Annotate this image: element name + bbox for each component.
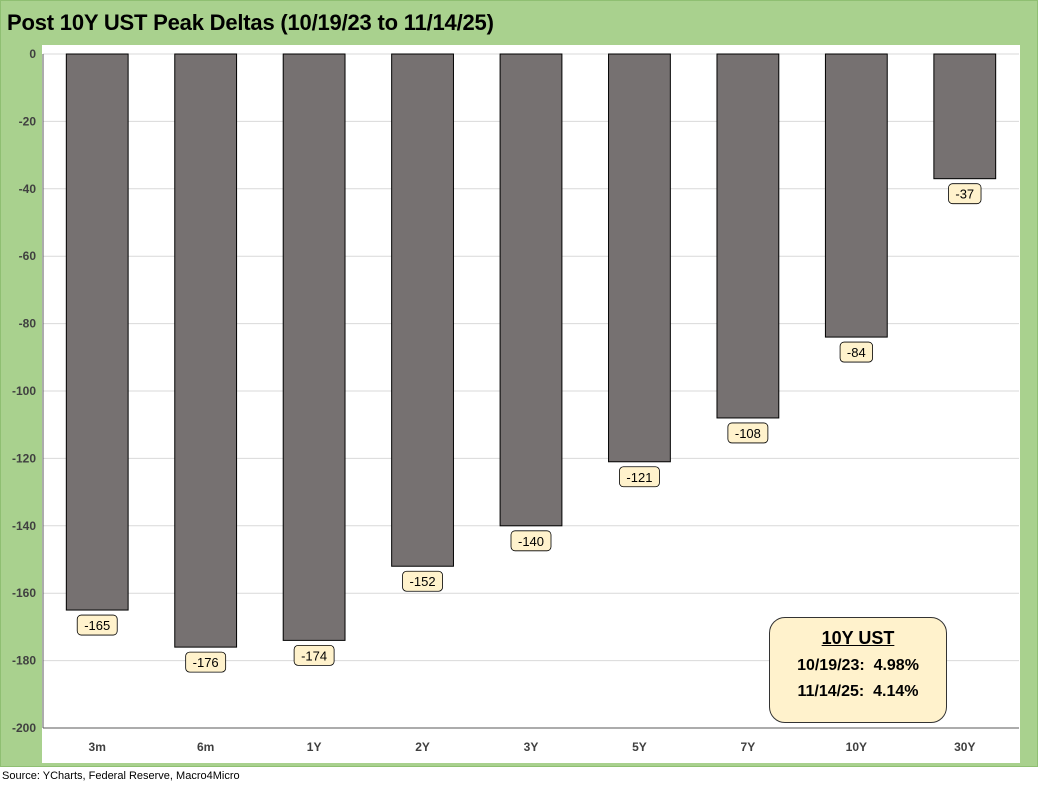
y-tick-label: -180 [12, 654, 36, 668]
x-tick-label: 6m [197, 740, 214, 754]
data-label-box [185, 651, 227, 673]
y-tick-label: -100 [12, 384, 36, 398]
info-box-line-2: 11/14/25: 4.14% [797, 683, 919, 700]
y-tick-label: -160 [12, 586, 36, 600]
chart-title: Post 10Y UST Peak Deltas (10/19/23 to 11… [7, 10, 494, 35]
y-tick-label: -200 [12, 721, 36, 735]
x-tick-label: 10Y [846, 740, 867, 754]
data-label: -165 [84, 618, 110, 633]
y-tick-label: -120 [12, 451, 36, 465]
y-tick-label: -40 [19, 182, 37, 196]
source-note: Source: YCharts, Federal Reserve, Macro4… [2, 770, 240, 782]
x-tick-label: 2Y [415, 740, 430, 754]
info-box-title: 10Y UST [821, 628, 895, 648]
data-label-box [293, 644, 335, 666]
bar-6m [174, 53, 238, 648]
y-tick-label: -140 [12, 519, 36, 533]
bar-5y [608, 53, 671, 463]
data-label-box [948, 183, 982, 205]
info-box-line-1: 10/19/23: 4.98% [797, 657, 919, 674]
bar-3y [499, 53, 563, 527]
y-tick-label: 0 [29, 47, 36, 61]
x-tick-label: 30Y [954, 740, 975, 754]
data-label: -108 [735, 426, 761, 441]
y-tick-label: -60 [19, 249, 37, 263]
bar-2y [391, 53, 454, 567]
x-tick-label: 7Y [741, 740, 756, 754]
y-tick-labels: 0 -20 -40 -60 -80 -100 -120 -140 -160 -180 -200 [12, 47, 37, 735]
x-tick-label: 3m [89, 740, 106, 754]
data-label-box [402, 570, 443, 592]
data-label: -174 [301, 648, 327, 663]
data-label: -152 [410, 574, 436, 589]
data-label-box [619, 466, 660, 488]
x-tick-label: 5Y [632, 740, 647, 754]
bar-chart: -165 3m -176 6m -174 1Y -152 2Y -140 3Y -121 5Y -108… [42, 53, 1019, 754]
bar-7y [716, 53, 780, 419]
data-label-box [839, 341, 873, 363]
data-label: -176 [193, 655, 219, 670]
bar-30y [933, 53, 997, 180]
data-label: -140 [518, 534, 544, 549]
y-tick-label: -20 [19, 114, 37, 128]
bar-3m [65, 53, 129, 611]
data-label: -121 [626, 470, 652, 485]
x-tick-label: 1Y [307, 740, 322, 754]
data-label-box [727, 422, 769, 444]
data-label-box [510, 530, 552, 552]
data-label: -37 [955, 187, 974, 202]
data-label: -84 [847, 345, 866, 360]
bar-10y [824, 53, 888, 338]
x-tick-label: 3Y [524, 740, 539, 754]
data-label-box [76, 614, 118, 636]
info-box: 10Y UST 10/19/23: 4.98% 11/14/25: 4.14% [769, 617, 947, 723]
bar-1y [282, 53, 346, 641]
y-tick-label: -80 [19, 317, 37, 331]
